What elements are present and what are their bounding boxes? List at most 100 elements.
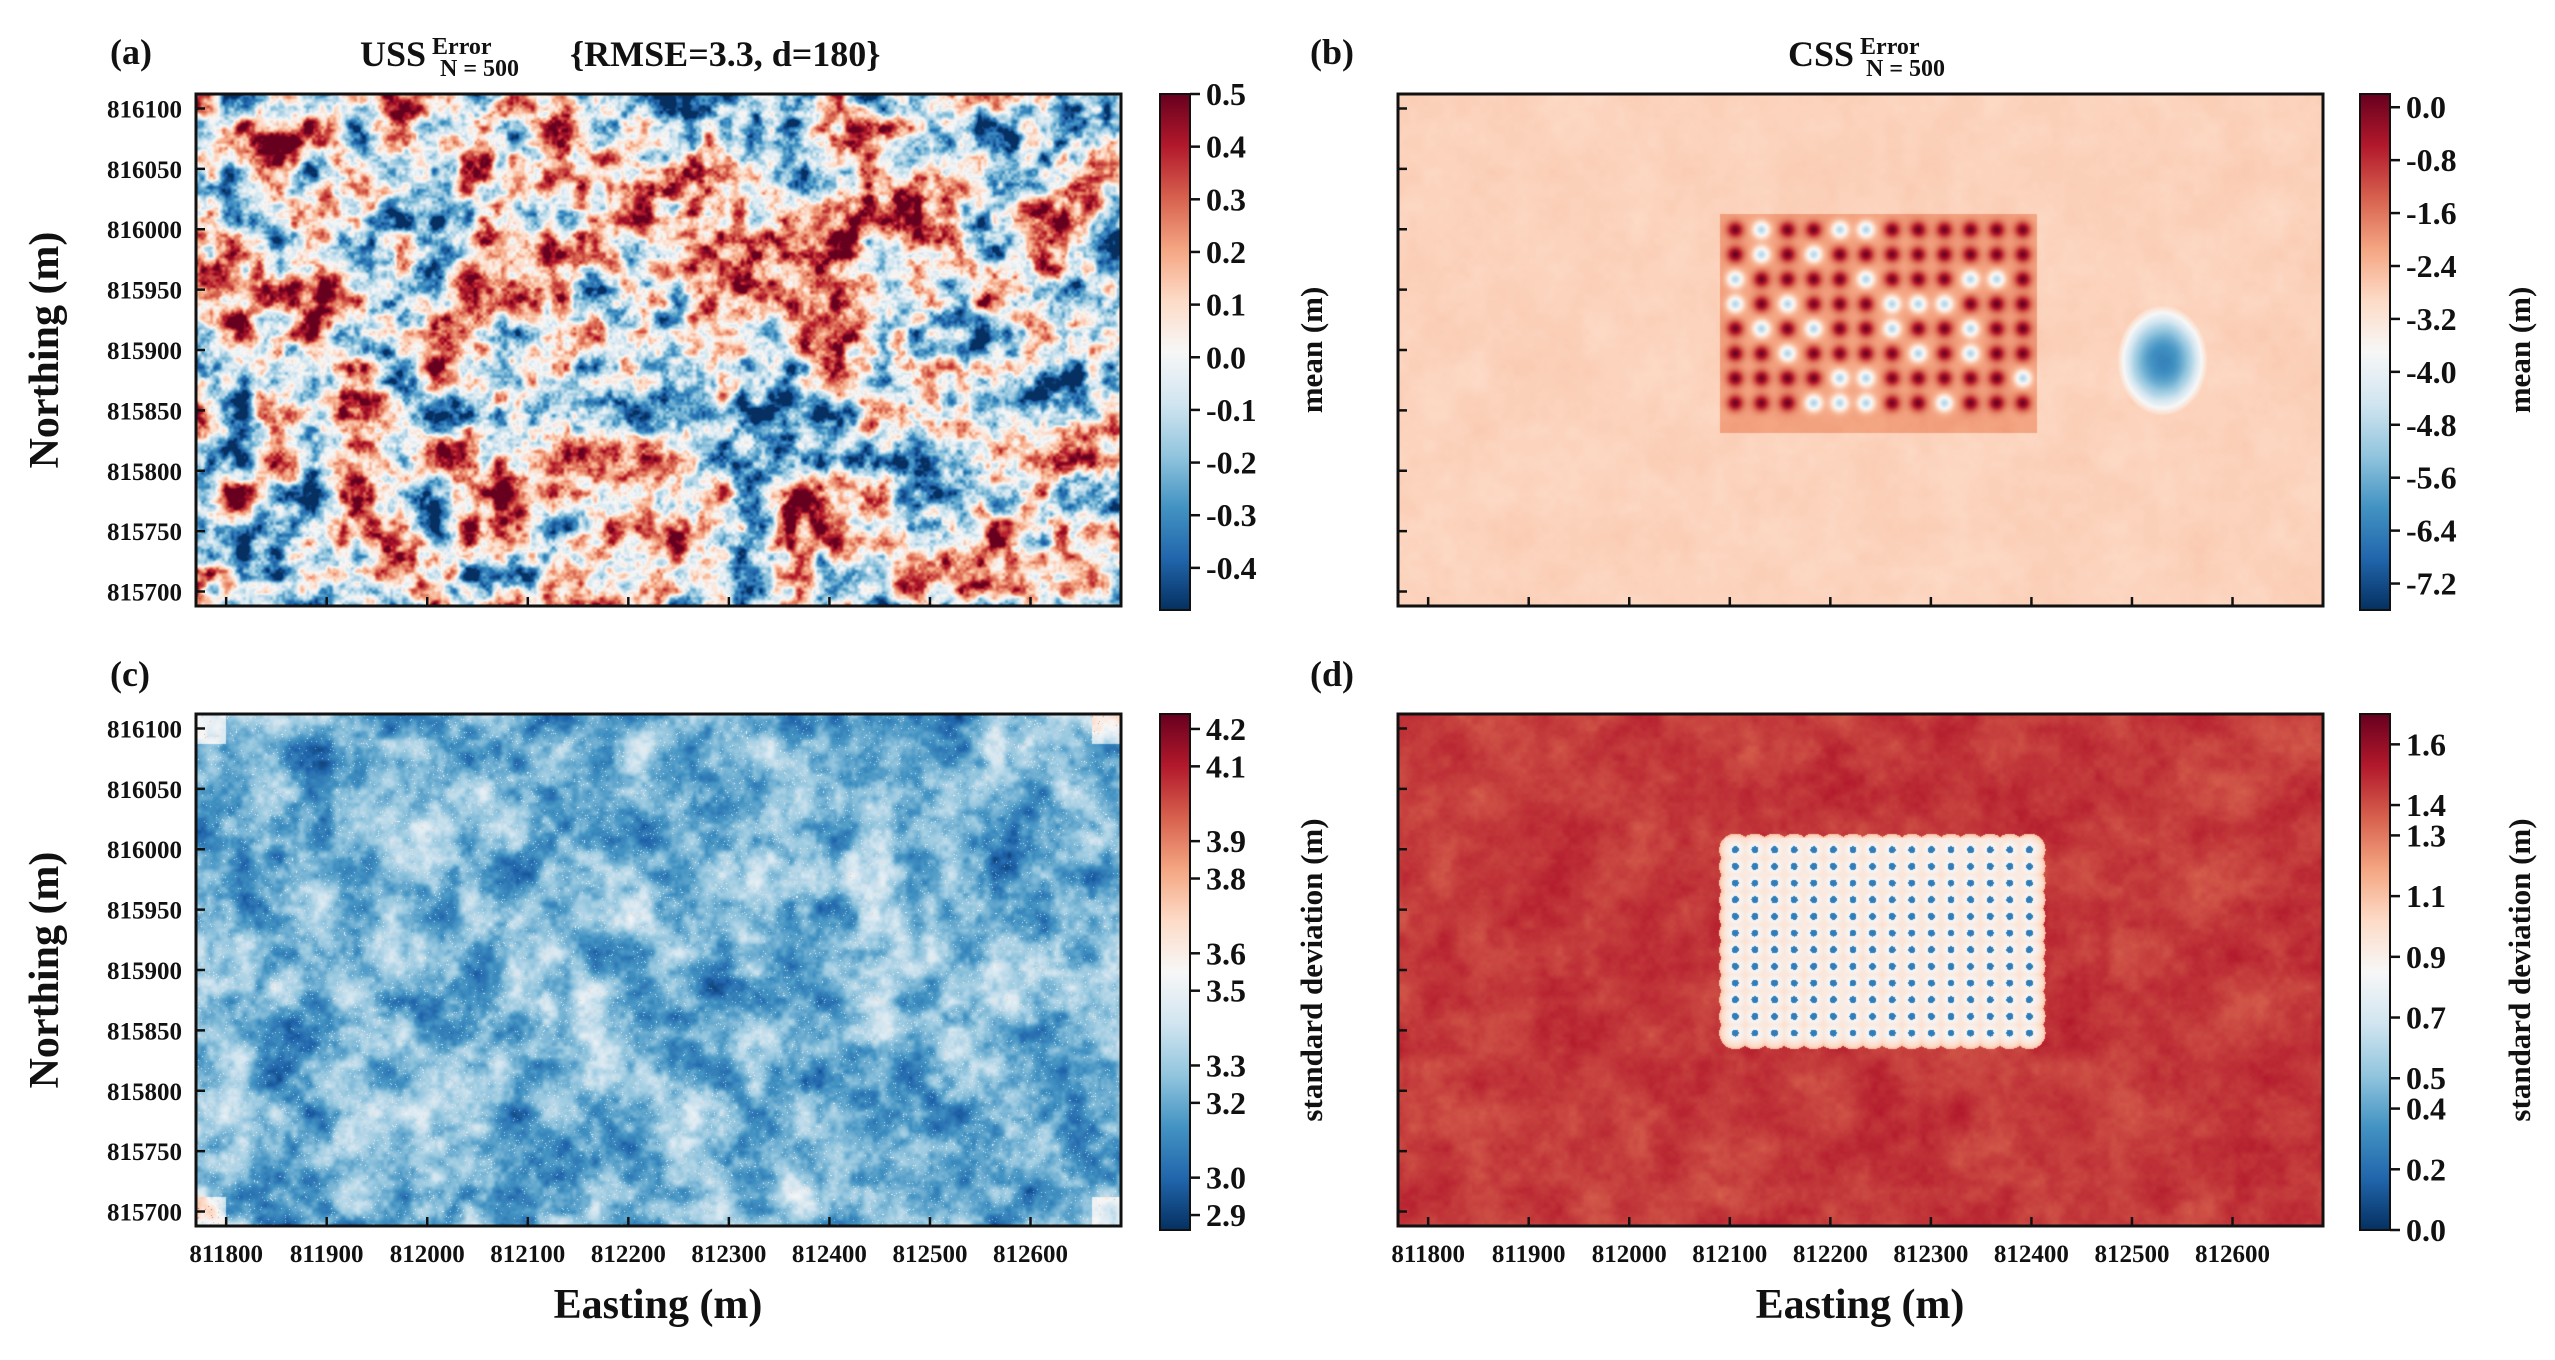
colorbar-tick-label: 4.1 (1206, 748, 1246, 784)
colorbar-label-b: mean (m) (2502, 287, 2537, 414)
heatmap-c (196, 714, 1121, 1226)
colorbar-tick-label: -4.8 (2406, 407, 2457, 443)
colorbar-tick-label: 0.7 (2406, 1000, 2446, 1036)
x-tick-label: 812400 (792, 1241, 867, 1268)
y-tick-label: 815950 (107, 898, 182, 925)
x-tick-label: 812600 (2195, 1241, 2270, 1268)
heatmap-b (1398, 94, 2323, 606)
colorbar-tick-label: 0.5 (1206, 76, 1246, 112)
panel-label-d: (d) (1310, 654, 1354, 694)
y-tick-label: 815750 (107, 519, 182, 546)
title-sub-b: N = 500 (1866, 56, 1945, 82)
colorbar-tick-label: -0.2 (1206, 445, 1257, 481)
y-tick-label: 815750 (107, 1139, 182, 1166)
colorbar-tick-label: 1.1 (2406, 878, 2446, 914)
title-main-b: CSS (1788, 34, 1854, 74)
x-axis-label-d: Easting (m) (1756, 1282, 1965, 1328)
colorbar-tick-label: -6.4 (2406, 513, 2457, 549)
axis-ticks-d: 811800 811900 812000 812100 812200 812300 8124… (1391, 727, 2270, 1268)
y-tick-label: 815900 (107, 958, 182, 985)
x-tick-label: 812600 (993, 1241, 1068, 1268)
title-sub-a: N = 500 (440, 56, 519, 82)
colorbar-tick-label: -0.4 (1206, 550, 1257, 586)
colorbar-tick-label: 0.0 (1206, 339, 1246, 375)
colorbar-label-d: standard deviation (m) (2502, 818, 2537, 1121)
x-tick-label: 812000 (390, 1241, 465, 1268)
x-tick-label: 811800 (189, 1241, 263, 1268)
colorbar-tick-label: 0.0 (2406, 1212, 2446, 1248)
y-tick-label: 815850 (107, 1018, 182, 1045)
y-tick-label: 815900 (107, 338, 182, 365)
colorbar-tick-label: 0.1 (1206, 287, 1246, 323)
colorbar-d (2359, 713, 2391, 1231)
panel-label-b: (b) (1310, 32, 1354, 72)
colorbar-ticks-b: 0.0 -0.8 -1.6 -2.4 -3.2 -4.0 -4.8 -5.6 -6.4 -7.2 (2390, 89, 2457, 602)
colorbar-tick-label: 4.2 (1206, 711, 1246, 747)
panel-b: (b) CSS Error N = 500 0.0 -0.8 -1.6 -2.4 -3.2… (1310, 32, 2537, 611)
colorbar-ticks-d: 1.6 1.41.3 1.1 0.9 0.7 0.50.4 0.2 0.0 (2390, 726, 2446, 1248)
y-axis-label-c: Northing (m) (22, 852, 68, 1089)
panel-d: 811800 811900 812000 812100 812200 812300 8124… (1310, 654, 2537, 1268)
colorbar-tick-label: 0.9 (2406, 939, 2446, 975)
y-axis-label-a: Northing (m) (22, 232, 68, 469)
x-tick-label: 812100 (490, 1241, 565, 1268)
colorbar-tick-label: -7.2 (2406, 566, 2457, 602)
colorbar-tick-label: 0.4 (2406, 1091, 2446, 1127)
colorbar-tick-label: 0.5 (2406, 1060, 2446, 1096)
y-tick-label: 815850 (107, 398, 182, 425)
colorbar-tick-label: 0.4 (1206, 129, 1246, 165)
colorbar-tick-label: 2.9 (1206, 1197, 1246, 1233)
colorbar-tick-label: 3.3 (1206, 1047, 1246, 1083)
colorbar-a (1159, 93, 1191, 611)
axis-ticks-a: 816100 816050 816000 815950 815900 815850 8158… (107, 96, 1032, 607)
x-tick-label: 812200 (591, 1241, 666, 1268)
colorbar-tick-label: -0.3 (1206, 497, 1257, 533)
x-tick-label: 812400 (1994, 1241, 2069, 1268)
axis-ticks-b (1398, 107, 2234, 606)
x-tick-label: 811900 (290, 1241, 364, 1268)
panel-label-a: (a) (110, 32, 152, 72)
colorbar-c (1159, 713, 1191, 1231)
colorbar-ticks-a: 0.5 0.4 0.3 0.2 0.1 0.0 -0.1 -0.2 -0.3 -0.4 (1190, 76, 1257, 586)
colorbar-tick-label: 3.9 (1206, 823, 1246, 859)
x-tick-label: 812300 (1893, 1241, 1968, 1268)
x-tick-label: 812200 (1793, 1241, 1868, 1268)
x-tick-label: 811800 (1391, 1241, 1465, 1268)
y-tick-label: 816000 (107, 217, 182, 244)
y-tick-label: 815700 (107, 1200, 182, 1227)
colorbar-tick-label: 3.0 (1206, 1160, 1246, 1196)
colorbar-tick-label: -2.4 (2406, 248, 2457, 284)
heatmap-d (1398, 714, 2323, 1226)
y-tick-label: 815700 (107, 580, 182, 607)
colorbar-tick-label: -3.2 (2406, 301, 2457, 337)
colorbar-tick-label: -0.8 (2406, 142, 2457, 178)
title-sup-b: Error (1860, 34, 1920, 60)
y-tick-label: 815800 (107, 459, 182, 486)
colorbar-ticks-c: 4.24.1 3.93.8 3.63.5 3.33.2 3.02.9 (1190, 711, 1246, 1233)
panel-c: 811800 811900 812000 812100 812200 812300 8124… (107, 654, 1329, 1268)
y-tick-label: 816000 (107, 837, 182, 864)
x-tick-label: 812000 (1592, 1241, 1667, 1268)
colorbar-tick-label: 3.5 (1206, 973, 1246, 1009)
panel-a: 816100 816050 816000 815950 815900 815850 8158… (107, 32, 1329, 611)
axis-ticks-c: 811800 811900 812000 812100 812200 812300 8124… (107, 716, 1068, 1268)
colorbar-tick-label: 0.2 (1206, 234, 1246, 270)
y-tick-label: 816100 (107, 96, 182, 123)
x-tick-label: 812300 (691, 1241, 766, 1268)
x-tick-label: 812500 (2094, 1241, 2169, 1268)
colorbar-b (2359, 93, 2391, 611)
panel-title-a: USS Error (360, 34, 492, 74)
colorbar-tick-label: 1.3 (2406, 817, 2446, 853)
colorbar-tick-label: -5.6 (2406, 460, 2457, 496)
x-axis-label-c: Easting (m) (554, 1282, 763, 1328)
x-tick-label: 811900 (1492, 1241, 1566, 1268)
y-tick-label: 816050 (107, 157, 182, 184)
colorbar-tick-label: 3.6 (1206, 935, 1246, 971)
colorbar-tick-label: 3.8 (1206, 861, 1246, 897)
title-main-a: USS (360, 34, 426, 74)
y-tick-label: 816050 (107, 777, 182, 804)
title-tail-a: {RMSE=3.3, d=180} (570, 34, 880, 74)
panel-label-c: (c) (110, 654, 150, 694)
colorbar-label-c: standard deviation (m) (1294, 818, 1329, 1121)
x-tick-label: 812100 (1692, 1241, 1767, 1268)
